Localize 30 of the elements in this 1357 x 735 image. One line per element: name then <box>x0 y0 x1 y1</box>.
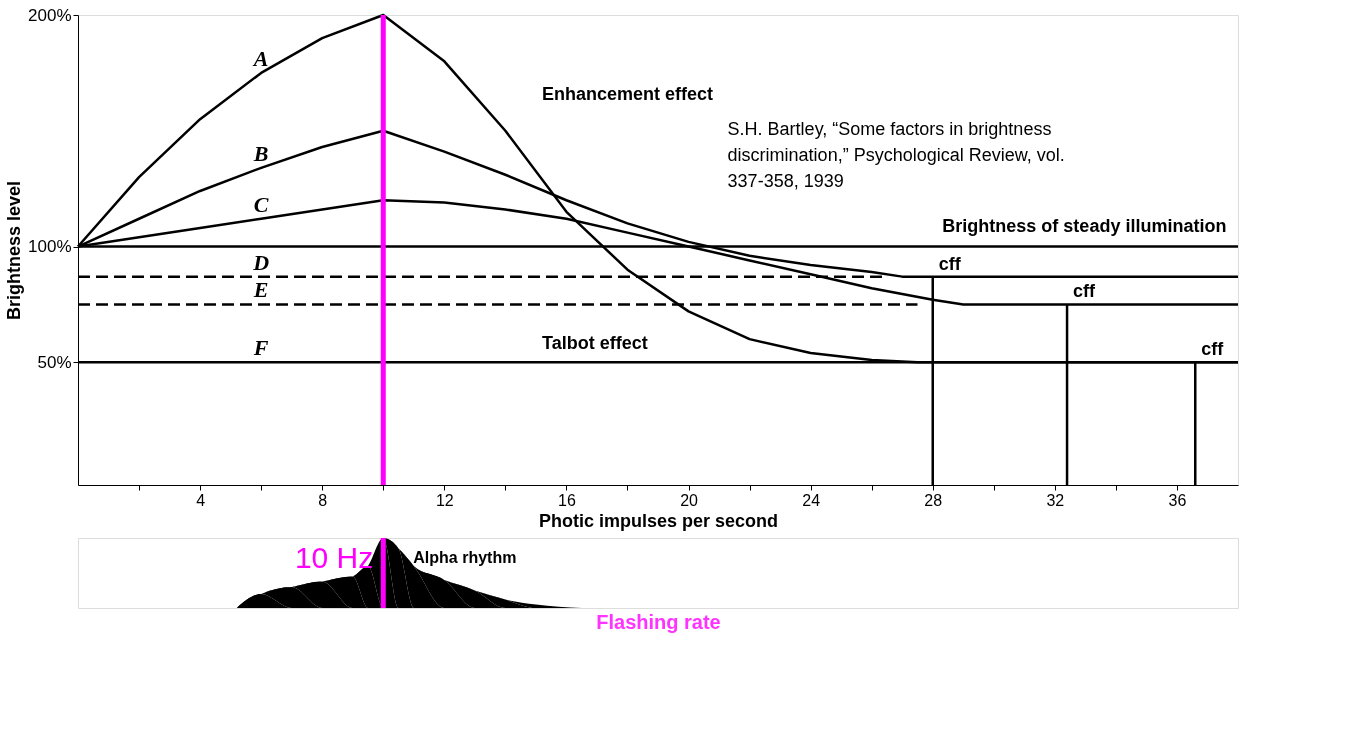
annotation: cff <box>1201 339 1225 360</box>
x-tick-label: 8 <box>318 491 328 509</box>
y-tick-label: 50% <box>37 352 72 372</box>
series-label: F <box>252 335 269 361</box>
x-tick-label: 24 <box>802 491 821 509</box>
x-tick-label: 36 <box>1168 491 1187 509</box>
y-axis-title: Brightness level <box>4 180 25 321</box>
series-label: B <box>252 140 269 166</box>
series-label: D <box>252 249 270 275</box>
series-label: C <box>253 191 269 217</box>
series-label: E <box>252 277 269 303</box>
x-axis-title: Photic impulses per second <box>538 510 779 531</box>
annotation: Brightness of steady illumination <box>942 215 1227 236</box>
x-tick-label: 28 <box>924 491 943 509</box>
y-tick-label: 200% <box>28 5 72 25</box>
y-tick-label: 100% <box>28 237 72 257</box>
series-label: Alpha rhythm <box>413 549 517 566</box>
x-tick-label: 16 <box>558 491 576 509</box>
annotation: cff <box>1073 281 1097 302</box>
x-tick-label: 4 <box>196 491 206 509</box>
annotation: Talbot effect <box>542 333 648 353</box>
x-tick-label: 32 <box>1046 491 1065 509</box>
series-label: A <box>251 45 269 71</box>
x-axis-title: Flashing rate <box>596 610 721 633</box>
annotation: cff <box>938 253 962 274</box>
x-tick-label: 20 <box>680 491 699 509</box>
annotation: S.H. Bartley, “Some factors in brightness discrimination,” Psychological Review, vol. 337-358, 1939 <box>727 118 1065 191</box>
annotation: Enhancement effect <box>542 83 714 104</box>
ref-line-label: 10 Hz <box>294 541 374 574</box>
x-tick-label: 12 <box>435 491 454 509</box>
